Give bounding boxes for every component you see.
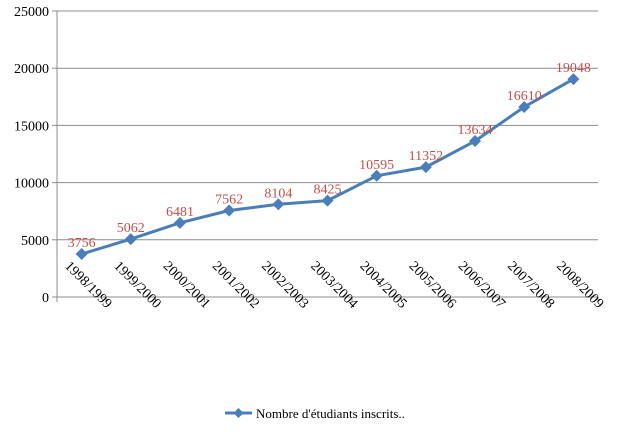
x-tick-label: 2005/2006 — [406, 259, 459, 312]
series-line — [81, 77, 575, 256]
data-point-marker — [173, 216, 186, 229]
data-label: 6481 — [166, 205, 194, 220]
y-tick-label: 0 — [42, 291, 49, 306]
data-point-marker — [469, 135, 482, 148]
data-point-marker — [272, 198, 285, 211]
y-tick-label: 15000 — [14, 119, 49, 134]
data-point-marker — [223, 204, 236, 217]
x-tick-label: 2008/2009 — [553, 259, 606, 312]
y-tick-label: 20000 — [14, 62, 49, 77]
x-tick-label: 1999/2000 — [111, 259, 164, 312]
y-tick-label: 10000 — [14, 177, 49, 192]
data-label: 13634 — [458, 123, 493, 138]
data-label: 8425 — [314, 183, 342, 198]
x-tick-label: 2003/2004 — [307, 259, 360, 312]
legend-swatch-marker — [233, 408, 244, 418]
y-tick-label: 25000 — [14, 5, 49, 20]
series-layer — [75, 73, 580, 261]
axis-layer: 0 5000 10000 15000 20000 25000 1998/19991999/2… — [14, 5, 606, 312]
legend-label: Nombre d'étudiants inscrits.. — [256, 406, 405, 421]
data-point-marker — [321, 194, 334, 207]
data-point-marker — [419, 161, 432, 174]
data-point-marker — [75, 248, 88, 261]
data-label: 11352 — [409, 149, 443, 164]
x-tick-label: 1998/1999 — [61, 259, 114, 312]
x-tick-label: 2006/2007 — [455, 259, 508, 312]
x-tick-label: 2000/2001 — [160, 259, 213, 312]
data-label: 10595 — [359, 158, 394, 173]
grid-layer — [57, 10, 598, 241]
data-label-layer: 3756 5062 6481 7562 8104 8425 10595 11352 13634 1… — [68, 61, 591, 251]
x-tick-label: 2001/2002 — [209, 259, 262, 312]
x-tick-label: 2004/2005 — [357, 259, 410, 312]
data-label: 16610 — [507, 89, 542, 104]
x-tick-label: 2007/2008 — [504, 259, 557, 312]
data-point-marker — [370, 169, 383, 182]
legend: Nombre d'étudiants inscrits.. — [225, 406, 405, 421]
data-point-marker — [567, 73, 580, 86]
y-tick-label: 5000 — [21, 234, 49, 249]
data-label: 19048 — [556, 61, 591, 76]
data-point-marker — [124, 233, 137, 246]
data-label: 5062 — [117, 221, 145, 236]
data-point-marker — [518, 100, 531, 113]
data-label: 7562 — [215, 192, 243, 207]
x-tick-label: 2002/2003 — [258, 259, 311, 312]
data-label: 8104 — [264, 186, 292, 201]
data-label: 3756 — [68, 236, 96, 251]
